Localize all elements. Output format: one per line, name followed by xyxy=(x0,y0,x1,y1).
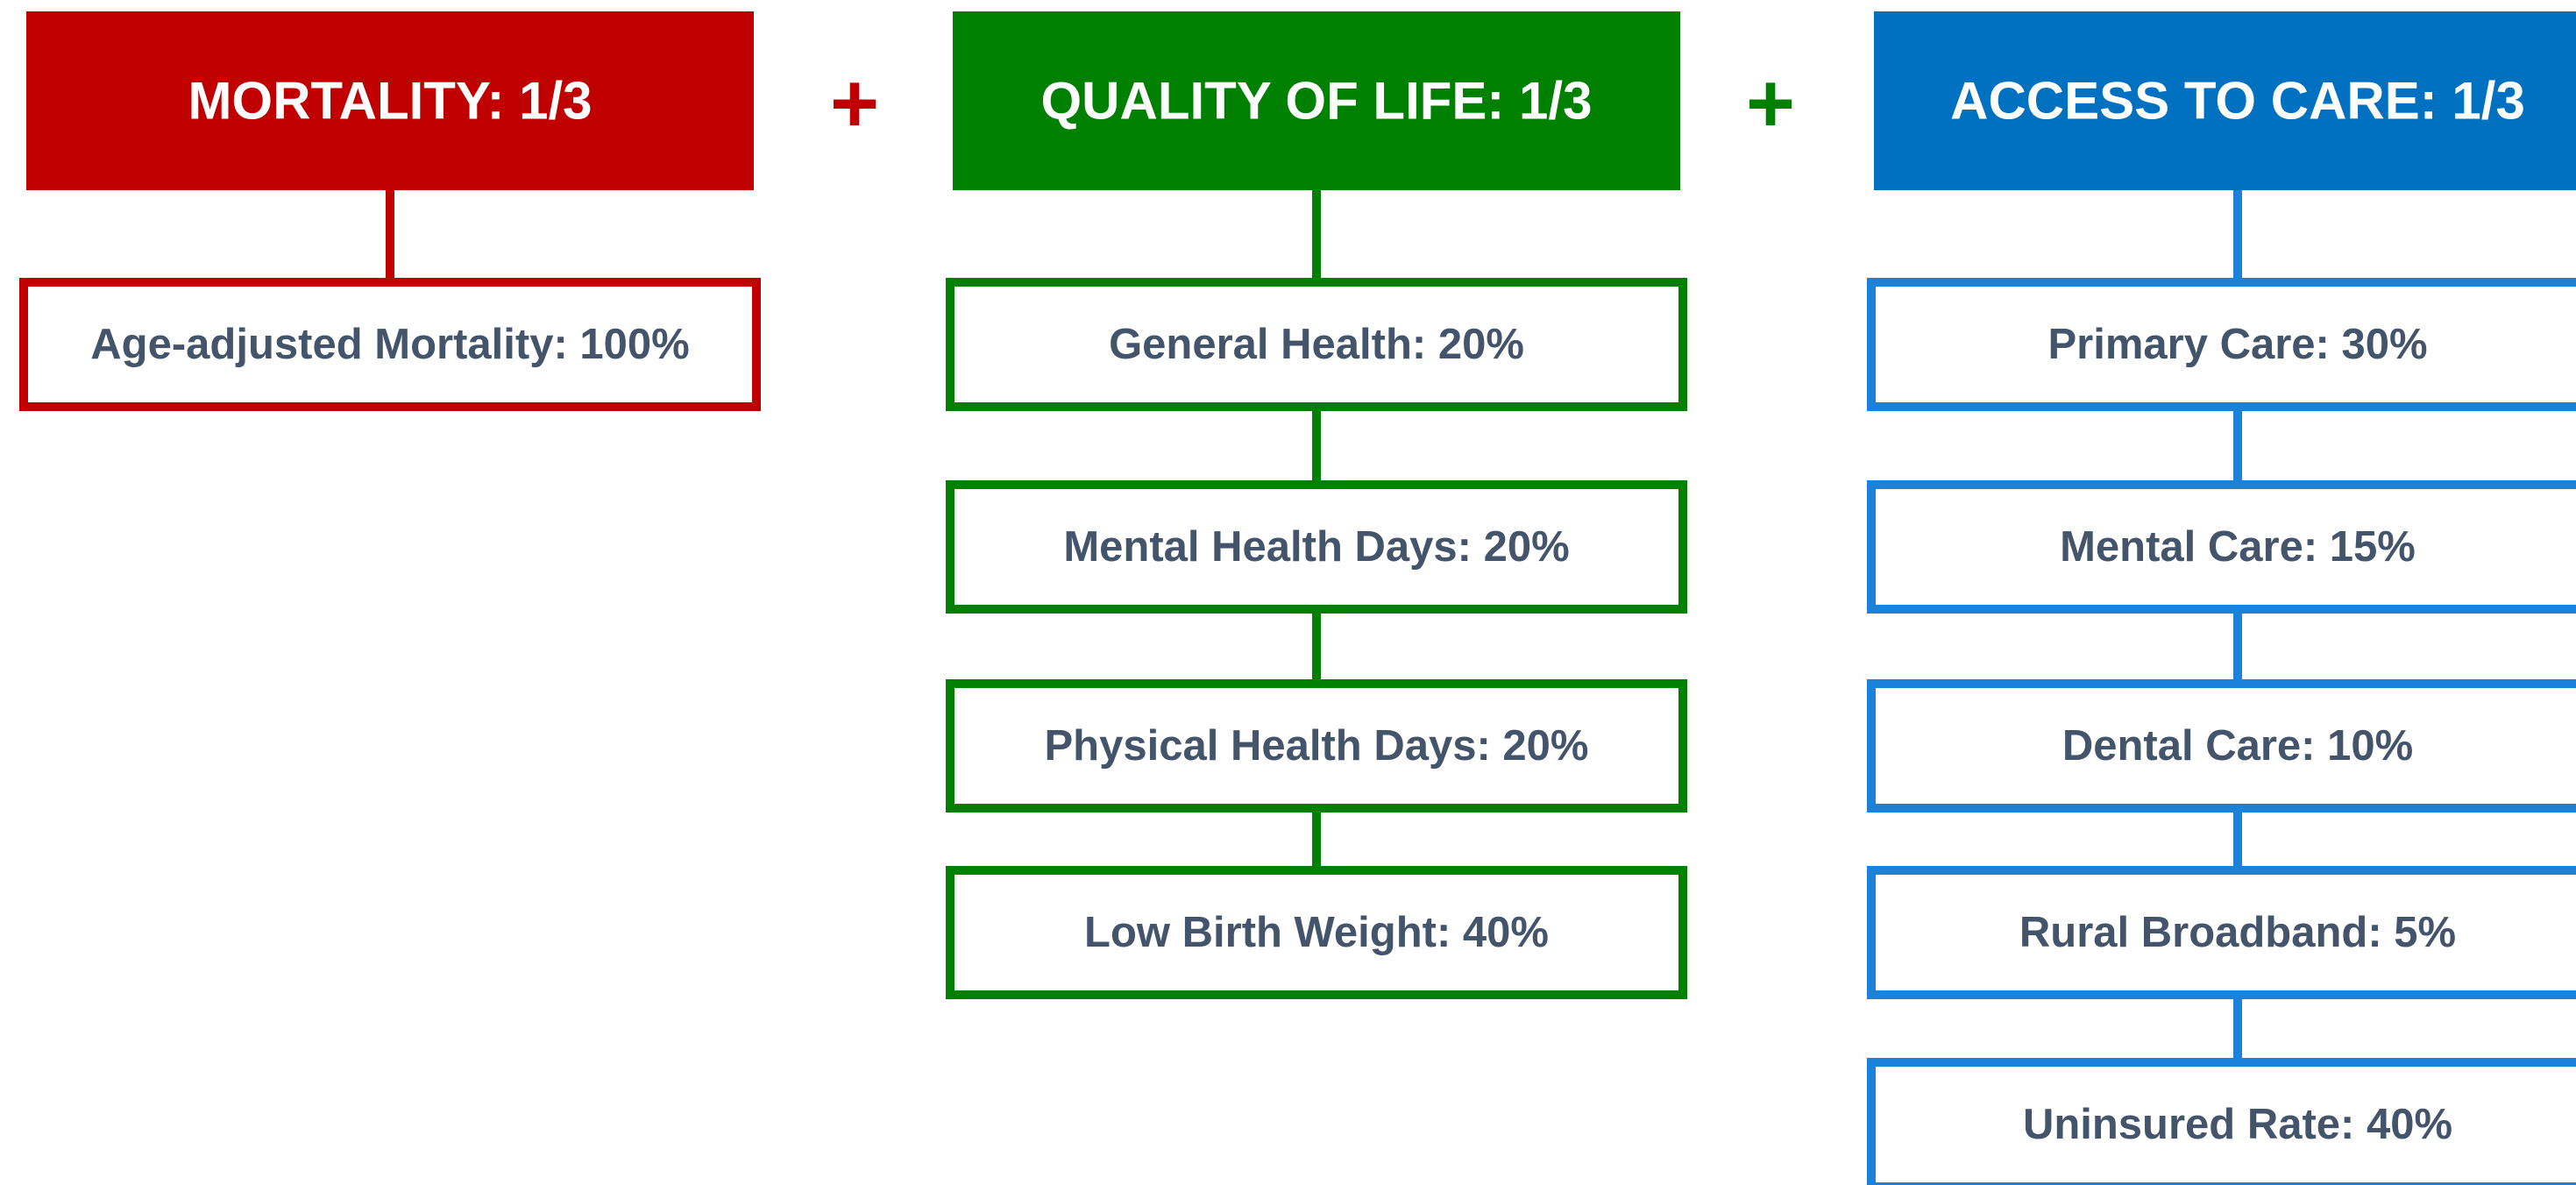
column-header: QUALITY OF LIFE: 1/3 xyxy=(1041,72,1593,131)
item-label: Rural Broadband: 5% xyxy=(2019,909,2456,956)
item-box xyxy=(1867,480,2576,614)
item-box xyxy=(946,679,1687,812)
item-label: Low Birth Weight: 40% xyxy=(1084,909,1549,956)
column-header-box xyxy=(953,11,1680,190)
item-label: General Health: 20% xyxy=(1109,321,1524,368)
item-label: Mental Health Days: 20% xyxy=(1063,523,1569,571)
item-label: Physical Health Days: 20% xyxy=(1045,722,1589,770)
item-box xyxy=(946,278,1687,411)
item-box xyxy=(946,866,1687,999)
item-box xyxy=(19,278,761,411)
item-label: Primary Care: 30% xyxy=(2047,321,2427,368)
operator: + xyxy=(830,57,879,151)
item-label: Mental Care: 15% xyxy=(2060,523,2416,571)
column-header: ACCESS TO CARE: 1/3 xyxy=(1950,72,2525,131)
column-header: MORTALITY: 1/3 xyxy=(188,72,592,131)
item-box xyxy=(1867,866,2576,999)
item-box xyxy=(1867,1058,2576,1185)
column-header-box xyxy=(26,11,754,190)
column-header-box xyxy=(1874,11,2576,190)
operator: + xyxy=(1746,57,1795,151)
item-box xyxy=(1867,679,2576,812)
item-box xyxy=(1867,278,2576,411)
item-label: Dental Care: 10% xyxy=(2062,722,2413,770)
item-label: Uninsured Rate: 40% xyxy=(2023,1101,2452,1148)
item-label: Age-adjusted Mortality: 100% xyxy=(90,321,689,368)
item-box xyxy=(946,480,1687,614)
